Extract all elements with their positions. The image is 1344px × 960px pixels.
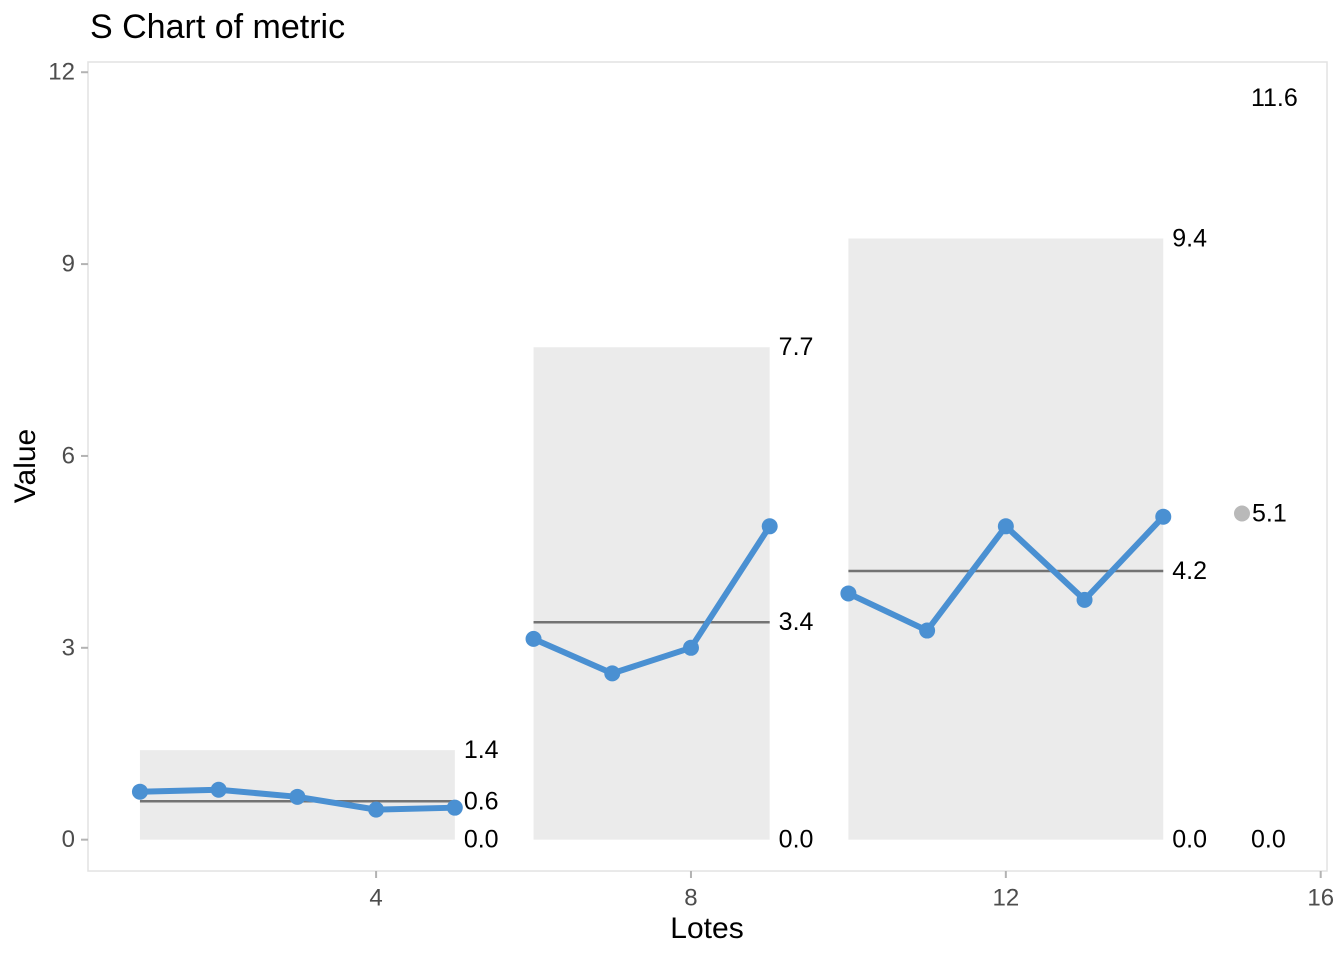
y-axis-title: Value <box>9 428 42 504</box>
ucl-label-phase-4: 11.6 <box>1251 84 1298 112</box>
data-point <box>604 665 621 682</box>
y-tick-label: 9 <box>62 251 75 278</box>
data-point <box>1233 505 1250 522</box>
y-tick-label: 6 <box>62 442 75 469</box>
x-axis-title: Lotes <box>670 912 744 945</box>
cl-label-phase-3: 4.2 <box>1172 557 1207 585</box>
panel-border <box>87 61 1328 872</box>
ucl-label-phase-3: 9.4 <box>1172 225 1207 253</box>
data-point <box>446 799 463 816</box>
data-point <box>919 622 936 639</box>
lcl-label-phase-4: 0.0 <box>1251 826 1286 854</box>
chart-title: S Chart of metric <box>90 8 346 46</box>
data-point <box>761 518 778 535</box>
ucl-label-phase-1: 1.4 <box>464 736 499 764</box>
cl-label-phase-1: 0.6 <box>464 787 499 815</box>
series-line-phase-2 <box>530 523 773 677</box>
lcl-label-phase-2: 0.0 <box>779 826 814 854</box>
y-tick-label: 12 <box>48 59 75 86</box>
x-tick-label: 4 <box>369 885 382 912</box>
x-tick-label: 8 <box>684 885 697 912</box>
data-point <box>1076 591 1093 608</box>
x-tick-label: 12 <box>992 885 1019 912</box>
lcl-label-phase-1: 0.0 <box>464 826 499 854</box>
data-point <box>997 518 1014 535</box>
ucl-label-phase-2: 7.7 <box>779 333 814 361</box>
data-point <box>289 788 306 805</box>
lcl-label-phase-3: 0.0 <box>1172 826 1207 854</box>
y-tick-label: 3 <box>62 634 75 661</box>
control-limit-band-phase-3 <box>848 238 1164 840</box>
cl-label-phase-2: 3.4 <box>779 608 814 636</box>
data-point <box>840 585 857 602</box>
data-point <box>368 801 385 818</box>
control-limit-band-phase-2 <box>533 347 770 840</box>
y-tick-label: 0 <box>62 826 75 853</box>
data-point <box>1155 508 1172 525</box>
x-tick-label: 16 <box>1307 885 1334 912</box>
point-label-phase-4: 5.1 <box>1252 500 1287 528</box>
data-point <box>682 639 699 656</box>
data-point <box>525 630 542 647</box>
data-point <box>210 781 227 798</box>
data-point <box>131 783 148 800</box>
